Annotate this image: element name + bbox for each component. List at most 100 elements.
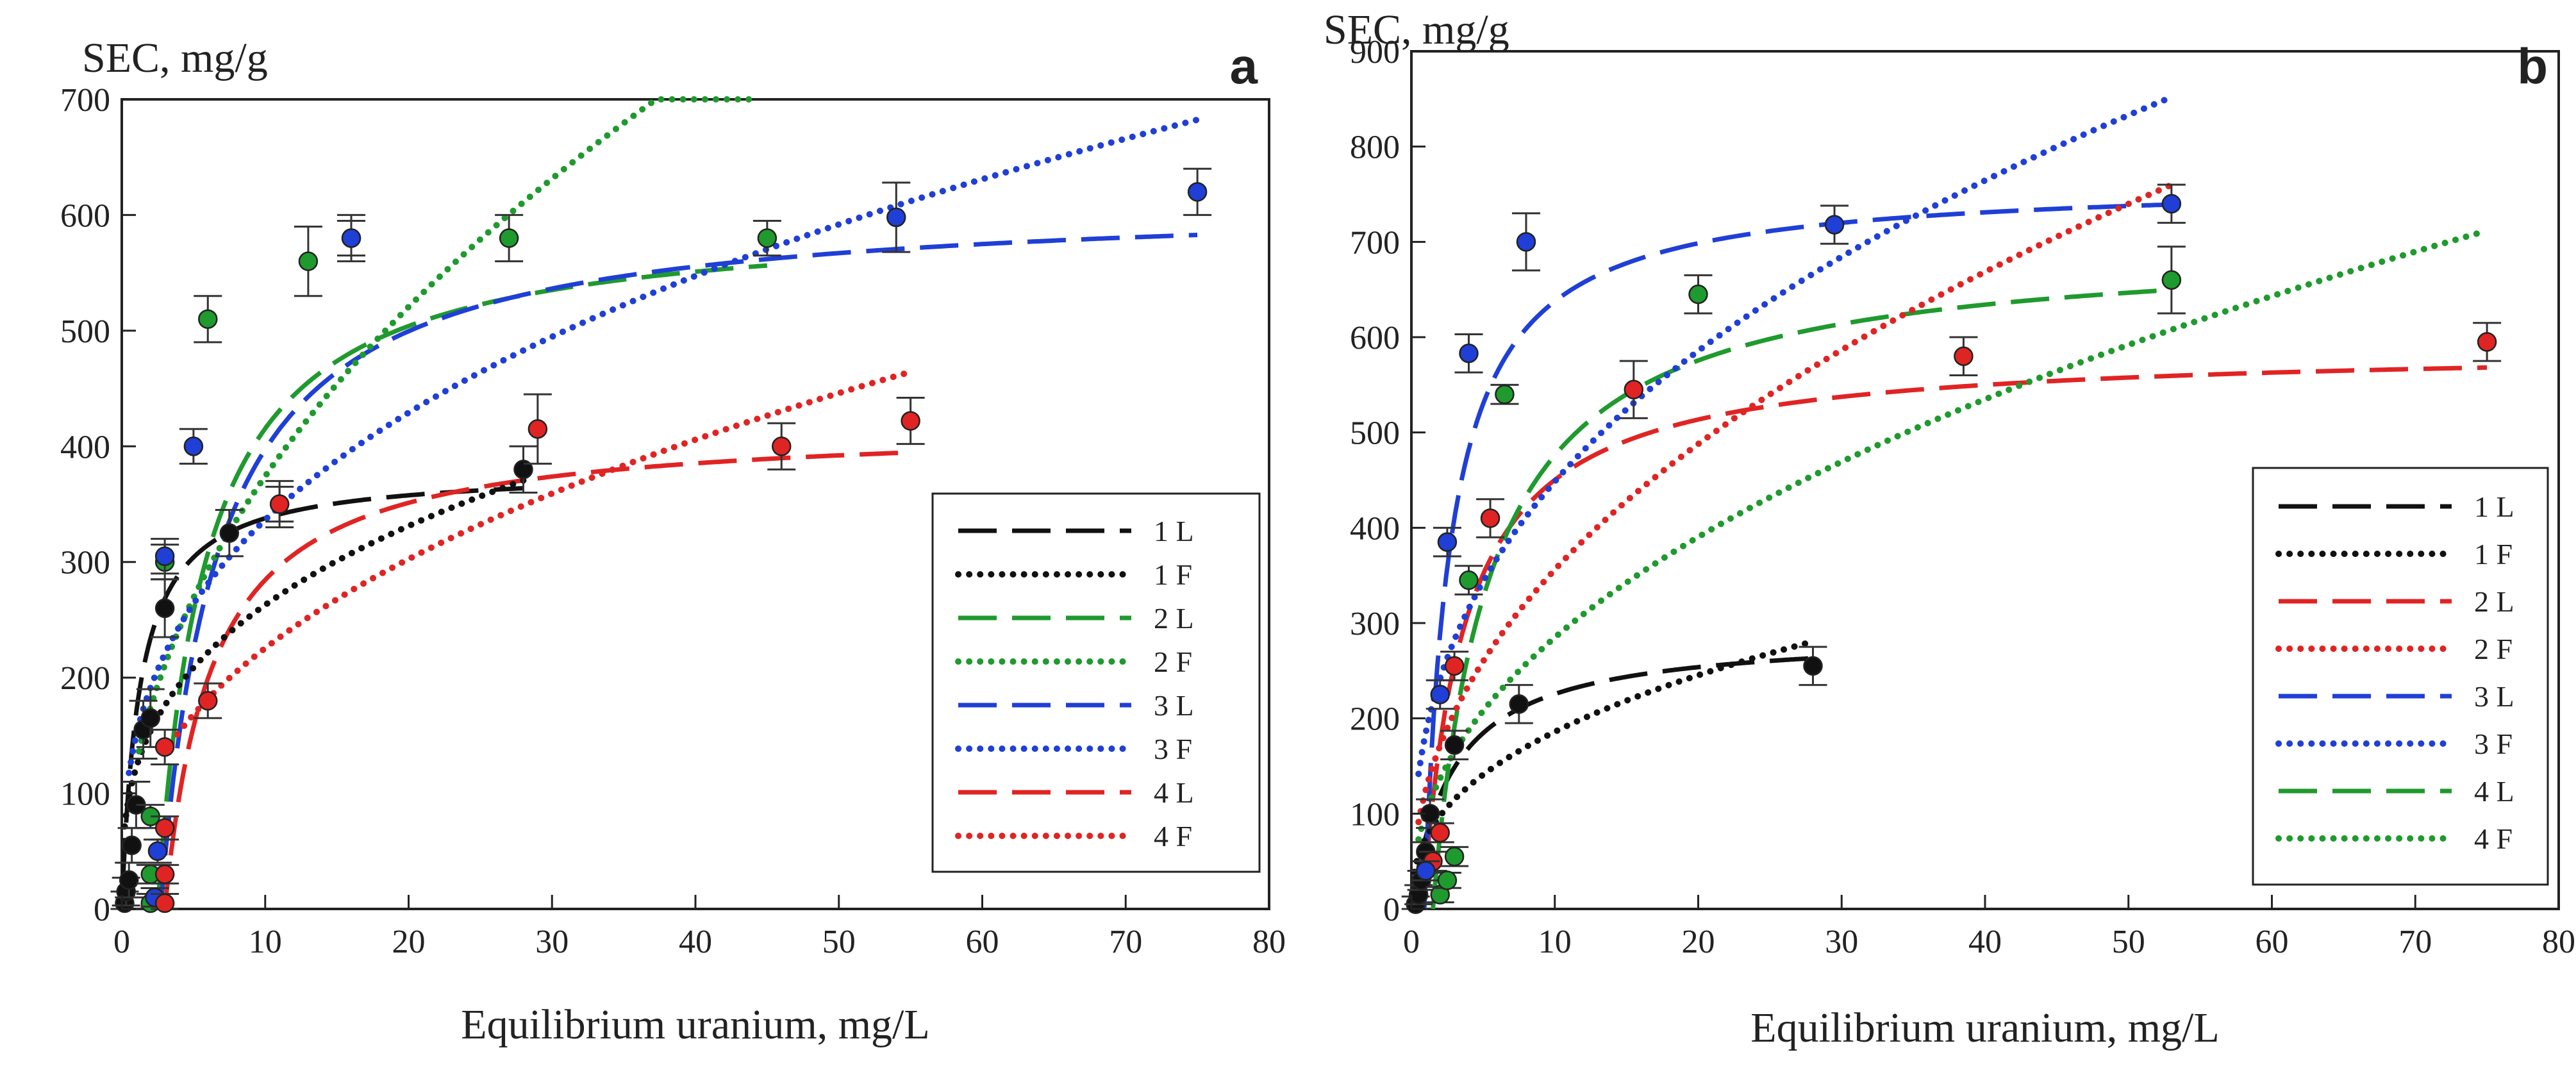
- x-tick-label: 60: [966, 924, 999, 960]
- y-tick-label: 100: [1350, 796, 1400, 833]
- data-point-series-4: [151, 728, 179, 765]
- chart-panel-a: 0 10 20 30 40 50 60 70 800100200300400500600700 …: [60, 35, 1286, 1048]
- data-point-series-3: [1512, 212, 1540, 272]
- y-axis-title-a: SEC, mg/g: [82, 35, 268, 81]
- y-tick-label: 300: [60, 545, 110, 581]
- langmuir-fit-1-l: [1410, 656, 1813, 900]
- data-marker: [183, 437, 204, 456]
- data-point-series-3: [2157, 183, 2186, 224]
- y-tick-label: 900: [1350, 34, 1400, 71]
- y-axis-title-b: SEC, mg/g: [1324, 6, 1509, 53]
- data-marker: [901, 411, 920, 431]
- legend-box-b: [2252, 467, 2549, 886]
- data-point-series-4: [1440, 845, 1469, 867]
- data-point-series-3: [151, 538, 179, 575]
- panel-letter-a: a: [1230, 38, 1258, 94]
- data-point-series-3: [1425, 679, 1454, 710]
- x-tick-label: 40: [1968, 924, 2002, 960]
- legend-a: 1 L 1 F 2 L 2 F 3 L 3 F 4 L 4 F: [931, 492, 1261, 873]
- data-marker: [140, 708, 160, 728]
- data-point-series-4: [1684, 274, 1713, 315]
- freundlich-fit-2-f: [1415, 181, 2175, 826]
- legend-label: 4 L: [1154, 776, 1194, 809]
- data-marker: [198, 309, 218, 329]
- data-marker: [269, 494, 290, 514]
- data-point-series-4: [767, 422, 796, 471]
- data-point-series-4: [1454, 565, 1483, 595]
- y-tick-label: 0: [94, 892, 110, 928]
- legend-label: 1 F: [2474, 538, 2513, 570]
- data-point-series-1: [215, 509, 244, 558]
- data-point-series-2: [194, 295, 222, 344]
- y-tick-label: 100: [60, 776, 110, 813]
- legend-label: 3 F: [1154, 733, 1192, 765]
- data-point-series-3: [882, 181, 911, 253]
- data-marker: [119, 870, 139, 890]
- data-point-series-2: [1425, 822, 1454, 844]
- data-marker: [2161, 194, 2182, 214]
- x-tick-label: 50: [822, 924, 856, 960]
- legend-label: 2 F: [2474, 633, 2513, 665]
- data-marker: [1187, 182, 1208, 202]
- legend-label: 4 F: [1154, 820, 1192, 853]
- y-tick-label: 200: [1350, 701, 1400, 738]
- data-marker: [1444, 735, 1465, 755]
- data-point-series-1: [117, 827, 146, 864]
- legend-label: 4 F: [2474, 822, 2513, 855]
- langmuir-fit-4-l: [162, 450, 911, 910]
- data-points-a: [110, 167, 1212, 913]
- x-tick-label: 60: [2256, 924, 2289, 960]
- x-tick-label: 30: [535, 924, 569, 960]
- data-point-series-1: [1799, 645, 1827, 687]
- data-point-series-3: [1183, 167, 1212, 216]
- y-tick-label: 0: [1383, 892, 1400, 928]
- x-axis-title-b: Equilibrium uranium, mg/L: [1750, 1004, 2219, 1051]
- legend-label: 3 F: [2474, 728, 2513, 760]
- y-tick-label: 800: [1350, 129, 1400, 166]
- data-marker: [219, 523, 240, 543]
- data-marker: [1437, 870, 1458, 890]
- data-point-series-4: [194, 682, 222, 719]
- x-tick-label: 30: [1825, 924, 1858, 960]
- data-marker: [1459, 344, 1479, 363]
- legend-box-a: [931, 492, 1261, 873]
- y-tick-label: 500: [1350, 415, 1400, 452]
- fit-curves-a: [120, 96, 1201, 910]
- data-marker: [154, 818, 175, 838]
- y-tick-label: 600: [1350, 320, 1400, 356]
- data-marker: [1803, 656, 1823, 676]
- data-marker: [1437, 532, 1458, 552]
- x-tick-label: 20: [1682, 924, 1715, 960]
- legend-label: 3 L: [1154, 689, 1194, 722]
- freundlich-fit-3-f: [1415, 94, 2175, 778]
- data-point-series-4: [151, 863, 179, 885]
- data-marker: [1430, 685, 1450, 704]
- freundlich-fit-1-f: [1411, 640, 1809, 876]
- data-marker: [1416, 861, 1436, 881]
- data-marker: [2161, 270, 2182, 290]
- data-point-series-4: [151, 815, 179, 841]
- data-point-series-4: [523, 393, 552, 465]
- panel-letter-b: b: [2517, 38, 2548, 94]
- legend-label: 1 L: [2474, 490, 2514, 523]
- data-marker: [154, 737, 175, 757]
- legend-label: 4 L: [2474, 775, 2514, 808]
- data-marker: [528, 419, 548, 439]
- x-tick-label: 0: [113, 924, 130, 960]
- data-point-series-1: [151, 578, 179, 638]
- x-tick-label: 10: [249, 924, 282, 960]
- data-marker: [147, 841, 168, 862]
- y-tick-label: 200: [60, 660, 110, 697]
- data-marker: [1480, 508, 1500, 528]
- legend-label: 2 L: [1154, 602, 1194, 635]
- data-marker: [1444, 846, 1465, 867]
- y-tick-label: 400: [1350, 510, 1400, 547]
- data-marker: [1444, 656, 1465, 676]
- data-point-series-3: [1411, 860, 1440, 881]
- langmuir-fit-2-l: [1420, 365, 2488, 910]
- data-point-series-3: [337, 213, 365, 263]
- data-point-series-4: [265, 479, 294, 529]
- legend-label: 1 F: [1154, 558, 1192, 591]
- x-tick-label: 10: [1538, 924, 1572, 960]
